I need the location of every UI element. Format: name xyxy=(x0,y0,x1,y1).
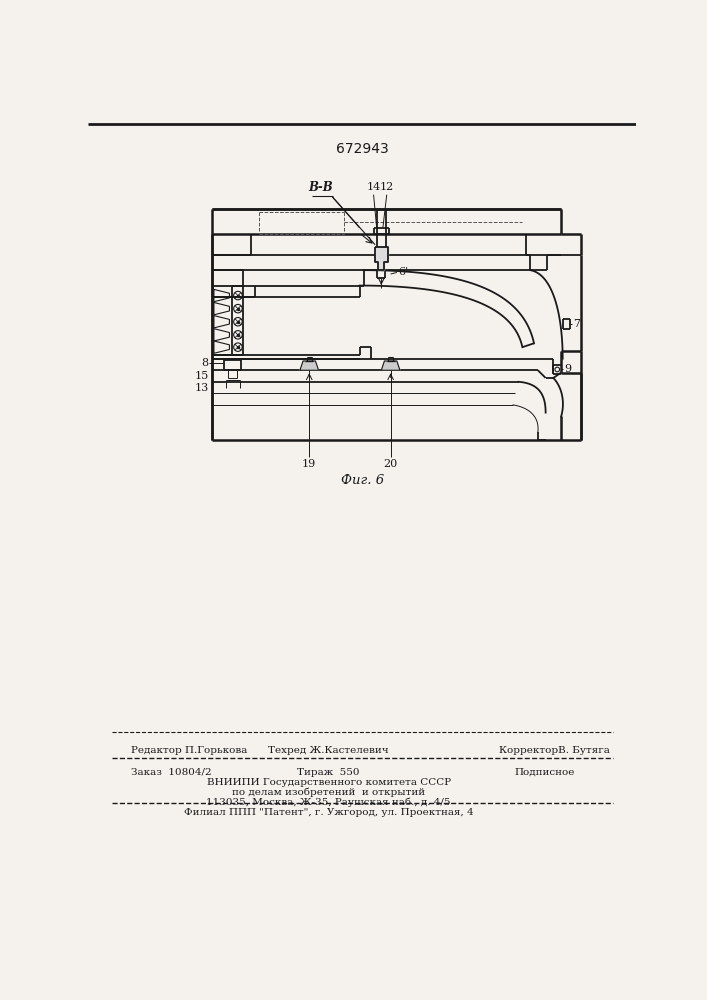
Polygon shape xyxy=(381,361,400,370)
Polygon shape xyxy=(300,361,319,370)
Text: 6': 6' xyxy=(398,267,409,277)
Text: 672943: 672943 xyxy=(337,142,389,156)
Text: 15: 15 xyxy=(194,371,209,381)
Text: 8: 8 xyxy=(201,358,209,368)
Text: Подписное: Подписное xyxy=(515,768,575,777)
Text: Заказ  10804/2: Заказ 10804/2 xyxy=(131,768,211,777)
Text: В-В: В-В xyxy=(308,181,333,194)
Text: Тираж  550: Тираж 550 xyxy=(298,768,360,777)
Text: Фиг. 6: Фиг. 6 xyxy=(341,474,385,487)
Text: 19: 19 xyxy=(302,459,316,469)
Text: 7: 7 xyxy=(573,319,580,329)
Text: 9: 9 xyxy=(564,364,571,374)
Text: ВНИИПИ Государственного комитета СССР: ВНИИПИ Государственного комитета СССР xyxy=(206,778,450,787)
Polygon shape xyxy=(375,247,387,270)
Text: Техред Ж.Кастелевич: Техред Ж.Кастелевич xyxy=(269,746,389,755)
Text: 12: 12 xyxy=(380,182,394,192)
Text: 13: 13 xyxy=(194,383,209,393)
Text: 113035, Москва, Ж-35, Раушская наб., д. 4/5: 113035, Москва, Ж-35, Раушская наб., д. … xyxy=(206,798,451,807)
Text: 14: 14 xyxy=(366,182,380,192)
Text: 20: 20 xyxy=(383,459,398,469)
Text: КорректорВ. Бутяга: КорректорВ. Бутяга xyxy=(499,746,610,755)
Text: Редактор П.Горькова: Редактор П.Горькова xyxy=(131,746,247,755)
Text: по делам изобретений  и открытий: по делам изобретений и открытий xyxy=(232,788,425,797)
Text: Филиал ППП "Патент", г. Ужгород, ул. Проектная, 4: Филиал ППП "Патент", г. Ужгород, ул. Про… xyxy=(184,808,474,817)
